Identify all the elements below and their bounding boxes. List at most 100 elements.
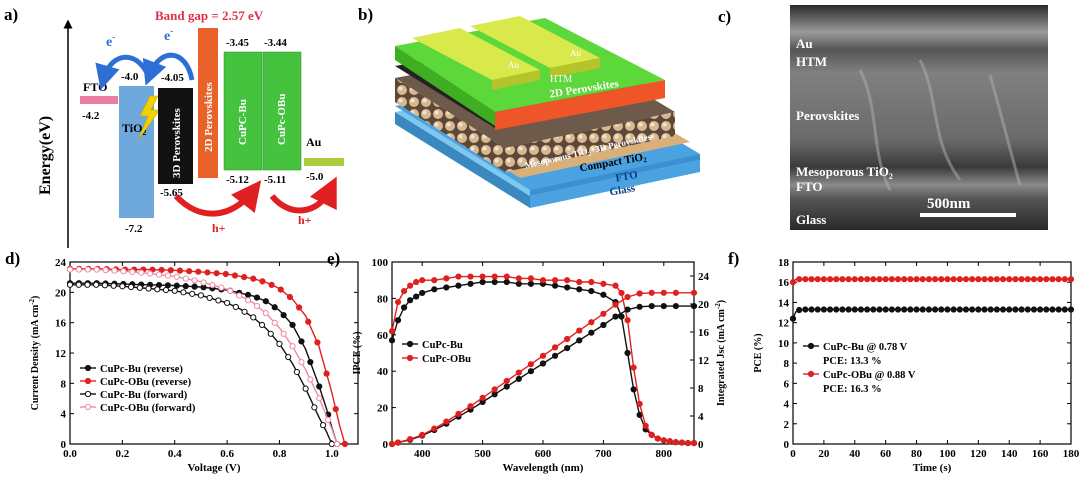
cupc-obu-label: CuPc-OBu: [276, 94, 288, 145]
y-tick-label: 80: [377, 293, 389, 305]
data-point: [307, 376, 314, 383]
data-point: [636, 290, 643, 297]
data-point: [981, 306, 988, 313]
data-point: [84, 281, 91, 288]
data-point: [400, 288, 408, 295]
data-point: [341, 440, 349, 448]
data-point: [268, 281, 275, 289]
data-point: [796, 276, 803, 283]
glass-label: Glass: [609, 182, 637, 198]
data-point: [944, 306, 951, 313]
data-point: [66, 266, 74, 273]
fto-bar: [80, 96, 118, 104]
y-tick-label: 4: [784, 399, 790, 411]
data-point: [576, 286, 583, 293]
panel-a: a) Energy(eV) Band gap = 2.57 eV FTO -4.…: [4, 5, 344, 248]
data-point: [987, 276, 994, 283]
data-point: [285, 353, 292, 361]
data-point: [654, 435, 661, 442]
data-point: [388, 440, 396, 448]
data-point: [332, 406, 339, 413]
data-point: [479, 278, 486, 286]
x-axis-label: Wavelength (nm): [503, 462, 584, 474]
data-point: [666, 438, 673, 445]
perov2d-layer: [495, 80, 665, 130]
chart-e: e) 400 500 600 700 800 0 20 40 60 80 100 0 4 8 12 16 20 24…: [327, 249, 727, 474]
legend-note: PCE: 16.3 %: [823, 384, 882, 395]
data-point: [564, 277, 571, 284]
data-point: [93, 281, 100, 288]
sem-meso-label: Mesoporous TiO2: [796, 164, 893, 181]
y-right-tick-label: 16: [698, 327, 710, 339]
data-point: [295, 304, 303, 311]
au-label-2: Au: [570, 48, 581, 58]
data-point: [455, 410, 462, 417]
x-tick-label: 500: [474, 448, 491, 460]
y-tick-label: 20: [55, 287, 67, 299]
data-point: [515, 280, 522, 287]
data-point: [182, 283, 189, 290]
data-point: [648, 303, 655, 310]
data-point: [588, 329, 595, 336]
data-point: [925, 306, 933, 313]
y-right-label-sup: -2: [714, 303, 722, 309]
data-point: [419, 431, 426, 438]
data-point: [618, 313, 625, 320]
x-tick-label: 0.8: [273, 448, 287, 460]
data-point: [231, 272, 239, 279]
data-point: [413, 293, 420, 300]
data-point: [158, 266, 165, 274]
data-point: [241, 308, 248, 315]
data-point: [618, 289, 625, 297]
y-axis-label: IPCE (%): [352, 331, 363, 374]
data-point: [1012, 306, 1019, 313]
hole-arrow-1: [173, 180, 262, 217]
data-point: [630, 364, 637, 371]
data-point: [600, 310, 607, 317]
data-point: [250, 314, 257, 321]
y-tick-label: 2: [784, 419, 790, 431]
x-tick-label: 160: [1032, 448, 1049, 460]
data-point: [672, 439, 679, 446]
data-point: [515, 369, 522, 376]
hole-label-1: h+: [212, 221, 226, 235]
data-point: [833, 306, 840, 313]
perov3d-top-level: -4.05: [161, 72, 184, 84]
data-point: [612, 313, 619, 320]
y-label-main: IPCE (%): [352, 331, 363, 374]
x-tick-label: 120: [970, 448, 987, 460]
cupc-bu-bottom-level: -5.12: [226, 174, 249, 186]
data-point: [467, 273, 474, 280]
series-line-3: [391, 292, 694, 445]
y-right-axis-label: Integrated Jsc (mA cm-2): [714, 300, 727, 406]
data-point: [515, 275, 522, 282]
data-point: [576, 327, 583, 334]
data-point: [636, 303, 643, 310]
legend-entry: CuPc-Bu (reverse): [100, 364, 183, 375]
legend-entry: CuPc-OBu (reverse): [100, 377, 192, 388]
data-point: [236, 292, 243, 299]
data-point: [913, 276, 920, 283]
data-point: [394, 439, 402, 446]
data-point: [311, 404, 318, 411]
x-tick-label: 20: [818, 448, 830, 460]
data-point: [127, 283, 135, 291]
x-tick-label: 140: [1001, 448, 1018, 460]
data-point: [600, 321, 607, 329]
data-point: [814, 276, 821, 283]
hole-arrow-2: [269, 176, 337, 214]
data-point: [280, 312, 287, 319]
data-point: [407, 297, 414, 304]
data-point: [215, 297, 222, 304]
data-point: [129, 268, 136, 276]
data-point: [258, 321, 266, 329]
data-point: [551, 282, 559, 289]
legend-entry: CuPc-Bu @ 0.78 V: [823, 342, 908, 353]
lightning-icon: [137, 95, 161, 141]
data-point: [1067, 306, 1075, 313]
legend-marker: [406, 340, 414, 348]
data-point: [323, 370, 330, 377]
y-tick-label: 16: [778, 277, 790, 289]
au-strip-2: [470, 16, 600, 68]
data-point: [820, 276, 827, 283]
